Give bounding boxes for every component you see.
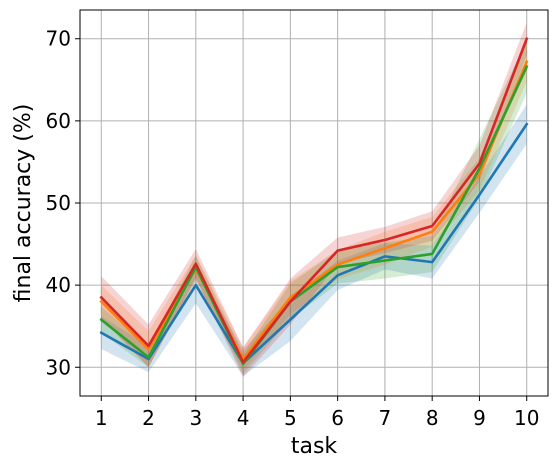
x-tick-label: 8 xyxy=(426,406,439,430)
grid-lines xyxy=(80,10,548,396)
x-tick-label: 9 xyxy=(473,406,486,430)
series-1-band xyxy=(101,104,527,377)
x-axis-label: task xyxy=(291,434,338,459)
x-tick-label: 5 xyxy=(284,406,297,430)
series-1-line xyxy=(99,122,529,365)
series-lines xyxy=(99,37,529,366)
x-tick-label: 3 xyxy=(189,406,202,430)
y-tick-label: 50 xyxy=(46,191,71,215)
series-4-line xyxy=(99,37,529,364)
y-tick-label: 70 xyxy=(46,27,71,51)
x-tick-label: 6 xyxy=(331,406,344,430)
axis-ticks: 1 2 3 4 5 6 7 8 9 10 30 40 50 60 70 xyxy=(46,27,540,430)
x-tick-label: 4 xyxy=(237,406,250,430)
x-tick-label: 1 xyxy=(95,406,108,430)
series-3-line xyxy=(99,64,529,366)
x-tick-label: 7 xyxy=(379,406,392,430)
y-tick-label: 40 xyxy=(46,273,71,297)
y-tick-label: 30 xyxy=(46,355,71,379)
x-tick-label: 2 xyxy=(142,406,155,430)
series-2-line xyxy=(99,60,529,361)
y-axis-label: final accuracy (%) xyxy=(11,104,36,303)
x-tick-label: 10 xyxy=(514,406,539,430)
y-tick-label: 60 xyxy=(46,109,71,133)
